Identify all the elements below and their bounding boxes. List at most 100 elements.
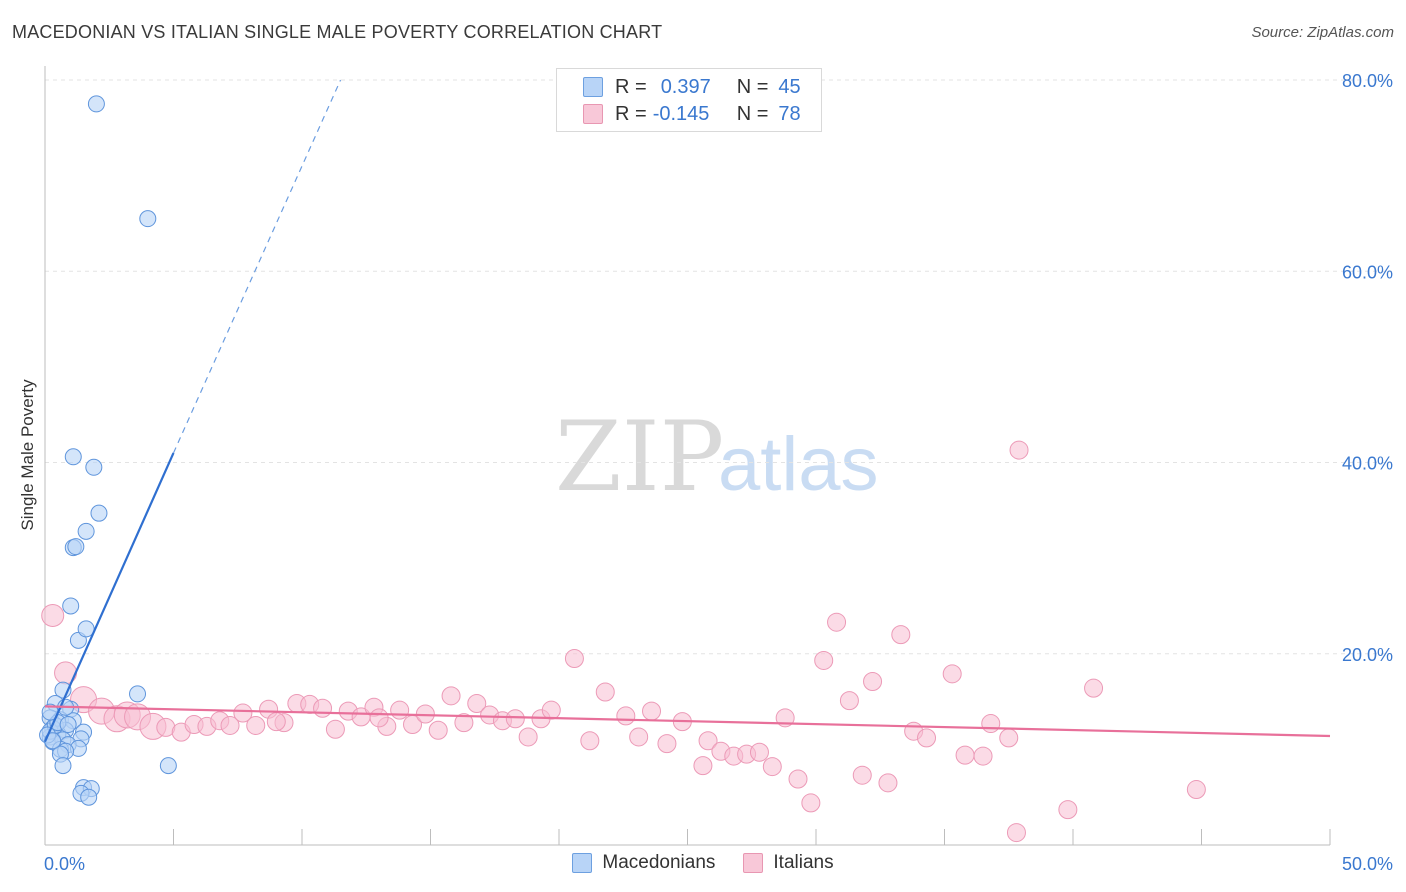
italian-point bbox=[1186, 780, 1206, 800]
italian-point bbox=[891, 625, 911, 645]
italians-points bbox=[41, 440, 1206, 843]
source-credit: Source: ZipAtlas.com bbox=[1251, 24, 1394, 41]
macedonian-point bbox=[90, 504, 108, 522]
italian-point bbox=[220, 715, 240, 735]
italian-point bbox=[518, 727, 538, 747]
italian-point bbox=[369, 708, 389, 728]
macedonian-point bbox=[80, 788, 98, 806]
r-label: R = bbox=[615, 75, 647, 98]
macedonian-point bbox=[62, 597, 80, 615]
italian-point bbox=[955, 745, 975, 765]
italian-point bbox=[749, 742, 769, 762]
italian-point bbox=[428, 720, 448, 740]
italian-point bbox=[917, 728, 937, 748]
macedonians-trend-extension bbox=[172, 79, 342, 454]
italian-point bbox=[981, 714, 1001, 734]
italian-point bbox=[814, 650, 834, 670]
stats-legend-italians: R = -0.145 N = 78 bbox=[583, 102, 801, 126]
italian-point bbox=[41, 604, 65, 627]
legend-item-macedonians: Macedonians bbox=[572, 852, 715, 874]
italian-point bbox=[441, 686, 461, 706]
italian-point bbox=[1006, 823, 1026, 843]
legend-item-italians: Italians bbox=[743, 852, 834, 874]
italian-point bbox=[505, 709, 525, 729]
macedonian-point bbox=[59, 716, 77, 734]
chart-title: MACEDONIAN VS ITALIAN SINGLE MALE POVERT… bbox=[12, 22, 663, 42]
y-tick-label: 60.0% bbox=[1342, 262, 1393, 282]
italian-point bbox=[467, 693, 487, 713]
macedonians-trend-line bbox=[43, 452, 175, 743]
italian-point bbox=[657, 734, 677, 754]
legend-label: Macedonians bbox=[602, 852, 716, 873]
macedonian-point bbox=[139, 210, 157, 228]
stats-legend: R = 0.397 N = 45 R = -0.145 N = 78 bbox=[556, 68, 822, 132]
italian-point bbox=[454, 713, 474, 733]
stats-legend-macedonians: R = 0.397 N = 45 bbox=[583, 75, 801, 99]
italian-point bbox=[580, 731, 600, 751]
italians-swatch bbox=[743, 853, 764, 873]
italian-point bbox=[595, 682, 615, 702]
n-label: N = bbox=[736, 75, 769, 98]
n-value: 78 bbox=[778, 102, 801, 125]
watermark-zip: ZIP bbox=[555, 401, 724, 513]
italian-point bbox=[762, 757, 782, 777]
macedonian-point bbox=[85, 458, 103, 476]
italian-point bbox=[801, 793, 821, 813]
italian-point bbox=[788, 769, 808, 789]
r-value: -0.145 bbox=[652, 102, 710, 125]
n-label: N = bbox=[736, 102, 769, 125]
macedonian-point bbox=[159, 757, 177, 775]
italian-point bbox=[698, 731, 718, 751]
y-tick-label: 20.0% bbox=[1342, 645, 1393, 665]
italian-point bbox=[233, 703, 253, 723]
italian-point bbox=[1009, 440, 1029, 460]
gridlines bbox=[45, 79, 1392, 655]
italian-point bbox=[266, 712, 286, 732]
italian-point bbox=[246, 715, 266, 735]
x-tick-label: 50.0% bbox=[1342, 854, 1393, 874]
r-label: R = bbox=[615, 102, 647, 125]
macedonians-swatch bbox=[583, 77, 603, 97]
italian-point bbox=[541, 700, 561, 720]
italian-point bbox=[564, 649, 584, 669]
macedonian-point bbox=[64, 448, 82, 466]
italian-point bbox=[693, 756, 713, 776]
n-value: 45 bbox=[778, 75, 801, 98]
italian-point bbox=[313, 698, 333, 718]
italian-point bbox=[852, 765, 872, 785]
italians-trend-line bbox=[44, 705, 1331, 738]
italian-point bbox=[390, 700, 410, 720]
legend-label: Italians bbox=[773, 852, 834, 873]
watermark: ZIP atlas bbox=[555, 401, 879, 513]
x-tick-label: 0.0% bbox=[44, 854, 85, 874]
series-legend: Macedonians Italians bbox=[0, 852, 1406, 874]
y-tick-label: 40.0% bbox=[1342, 454, 1393, 474]
italian-point bbox=[325, 719, 345, 739]
macedonian-point bbox=[77, 522, 95, 540]
italian-point bbox=[616, 706, 636, 726]
italian-point bbox=[863, 671, 883, 691]
italian-point bbox=[942, 664, 962, 684]
italian-point bbox=[973, 746, 993, 766]
trend-lines bbox=[43, 79, 1331, 743]
italian-point bbox=[1058, 800, 1078, 820]
italian-point bbox=[878, 773, 898, 793]
italians-swatch bbox=[583, 104, 603, 124]
italian-point bbox=[839, 691, 859, 711]
italian-point bbox=[827, 612, 847, 632]
macedonians-points bbox=[39, 95, 177, 806]
macedonian-point bbox=[87, 95, 105, 113]
watermark-atlas: atlas bbox=[718, 422, 879, 507]
y-tick-label: 80.0% bbox=[1342, 71, 1393, 91]
tick-labels: 20.0% 40.0% 60.0% 80.0% 0.0% 50.0% bbox=[44, 71, 1393, 874]
macedonian-point bbox=[54, 757, 72, 775]
italian-point bbox=[999, 728, 1019, 748]
italian-point bbox=[642, 701, 662, 721]
macedonian-point bbox=[67, 538, 85, 556]
r-value: 0.397 bbox=[660, 75, 711, 98]
italian-point bbox=[629, 727, 649, 747]
macedonian-point bbox=[129, 685, 147, 703]
italian-point bbox=[1084, 678, 1104, 698]
macedonians-swatch bbox=[572, 853, 593, 873]
